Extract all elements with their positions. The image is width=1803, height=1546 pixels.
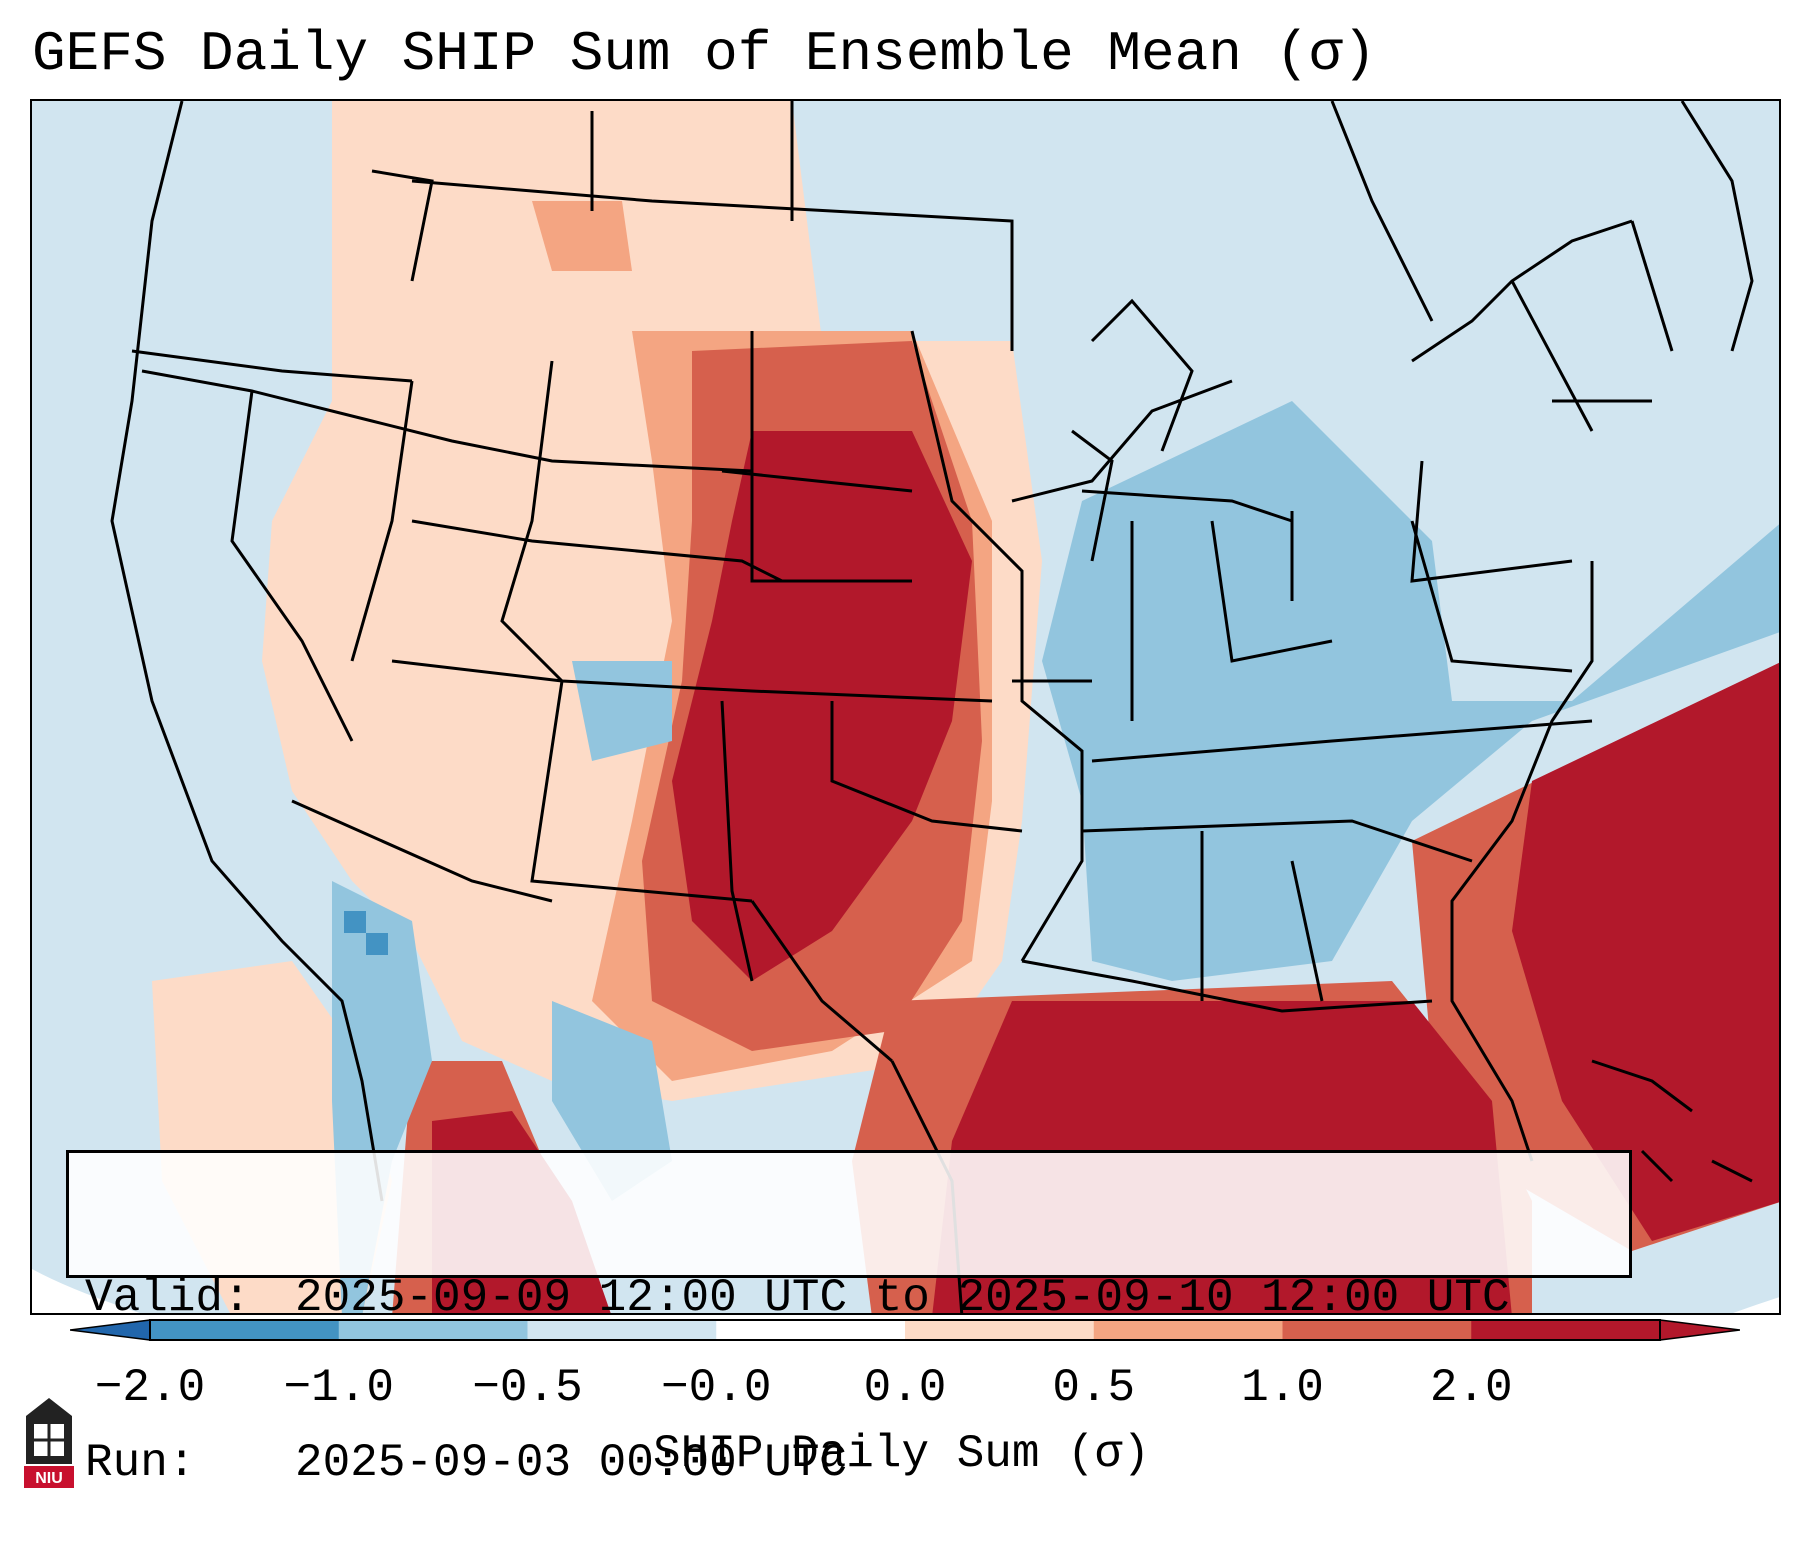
- colorbar-tick-label: −0.5: [472, 1362, 583, 1414]
- anomaly-strong-negative: [344, 911, 388, 955]
- colorbar-segment: [905, 1320, 1095, 1340]
- colorbar: [70, 1319, 1740, 1341]
- valid-label: Valid:: [85, 1272, 251, 1324]
- logo-text: NIU: [35, 1470, 63, 1487]
- caribbean-islands: [1591, 1059, 1753, 1183]
- valid-value: 2025-09-09 12:00 UTC to 2025-09-10 12:00…: [295, 1272, 1510, 1324]
- colorbar-tick-label: −1.0: [283, 1362, 394, 1414]
- colorbar-tick-label: 1.0: [1241, 1362, 1324, 1414]
- colorbar-label: SHIP Daily Sum (σ): [653, 1428, 1150, 1480]
- colorbar-tick-label: −2.0: [94, 1362, 206, 1414]
- map-panel[interactable]: [30, 99, 1781, 1315]
- colorbar-segment: [527, 1320, 717, 1340]
- outside-domain-left: [32, 1269, 140, 1313]
- colorbar-segment: [716, 1320, 906, 1340]
- niu-logo: NIU: [24, 1398, 74, 1488]
- map-canvas: [32, 101, 1779, 1313]
- colorbar-outline: [149, 1319, 1661, 1341]
- state-borders: [110, 101, 1754, 1313]
- colorbar-under-arrow: [70, 1319, 151, 1341]
- colorbar-tick-label: 0.0: [863, 1362, 947, 1414]
- colorbar-segment: [150, 1320, 340, 1340]
- chart-title: GEFS Daily SHIP Sum of Ensemble Mean (σ): [32, 22, 1377, 86]
- colorbar-over-arrow: [1659, 1319, 1740, 1341]
- outside-domain-right: [1733, 1297, 1779, 1313]
- colorbar-tick-label: 0.5: [1052, 1362, 1136, 1414]
- colorbar-segment: [1282, 1320, 1472, 1340]
- run-label: Run:: [85, 1437, 196, 1489]
- colorbar-segment: [338, 1320, 528, 1340]
- run-value: 2025-09-03 00:00 UTC: [295, 1437, 848, 1489]
- colorbar-tick-label: 2.0: [1429, 1362, 1513, 1414]
- info-box: Valid: 2025-09-09 12:00 UTC to 2025-09-1…: [66, 1150, 1632, 1489]
- colorbar-segment: [1471, 1320, 1661, 1340]
- run-row: Run: 2025-09-03 00:00 UTC: [85, 1436, 1629, 1491]
- colorbar-tick-label: −0.0: [661, 1362, 772, 1414]
- valid-row: Valid: 2025-09-09 12:00 UTC to 2025-09-1…: [85, 1271, 1629, 1326]
- colorbar-segment: [1093, 1320, 1283, 1340]
